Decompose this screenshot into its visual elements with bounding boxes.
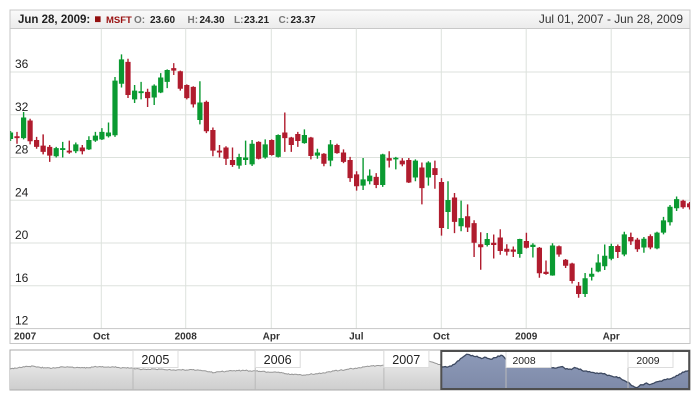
svg-text:C:: C: [279, 15, 290, 26]
svg-text:23.37: 23.37 [291, 15, 316, 26]
svg-text:36: 36 [15, 57, 29, 71]
svg-text:12: 12 [15, 314, 29, 328]
svg-text:28: 28 [15, 143, 29, 157]
svg-text:L:: L: [234, 15, 243, 26]
svg-text:2007: 2007 [14, 332, 37, 343]
svg-text:Apr: Apr [603, 332, 620, 343]
svg-text:2006: 2006 [264, 353, 292, 367]
svg-text:32: 32 [15, 100, 29, 114]
svg-text:2008: 2008 [175, 332, 198, 343]
svg-text:23.60: 23.60 [150, 15, 175, 26]
svg-text:2009: 2009 [636, 356, 659, 367]
svg-text:20: 20 [15, 228, 29, 242]
svg-text:O:: O: [134, 15, 145, 26]
svg-text:H:: H: [188, 15, 199, 26]
svg-text:24: 24 [15, 185, 29, 199]
svg-text:Apr: Apr [263, 332, 280, 343]
svg-text:Oct: Oct [433, 332, 450, 343]
svg-text:23.21: 23.21 [244, 15, 269, 26]
svg-text:2005: 2005 [141, 353, 169, 367]
svg-text:Oct: Oct [93, 332, 110, 343]
svg-text:Jun 28, 2009:: Jun 28, 2009: [18, 14, 90, 26]
svg-text:2009: 2009 [515, 332, 538, 343]
svg-text:MSFT: MSFT [106, 15, 132, 26]
svg-text:16: 16 [15, 271, 29, 285]
svg-text:2007: 2007 [392, 353, 420, 367]
svg-text:24.30: 24.30 [200, 15, 225, 26]
svg-text:2008: 2008 [513, 356, 536, 367]
svg-text:Jul: Jul [349, 332, 364, 343]
svg-text:Jul 01, 2007 - Jun 28, 2009: Jul 01, 2007 - Jun 28, 2009 [539, 12, 684, 26]
